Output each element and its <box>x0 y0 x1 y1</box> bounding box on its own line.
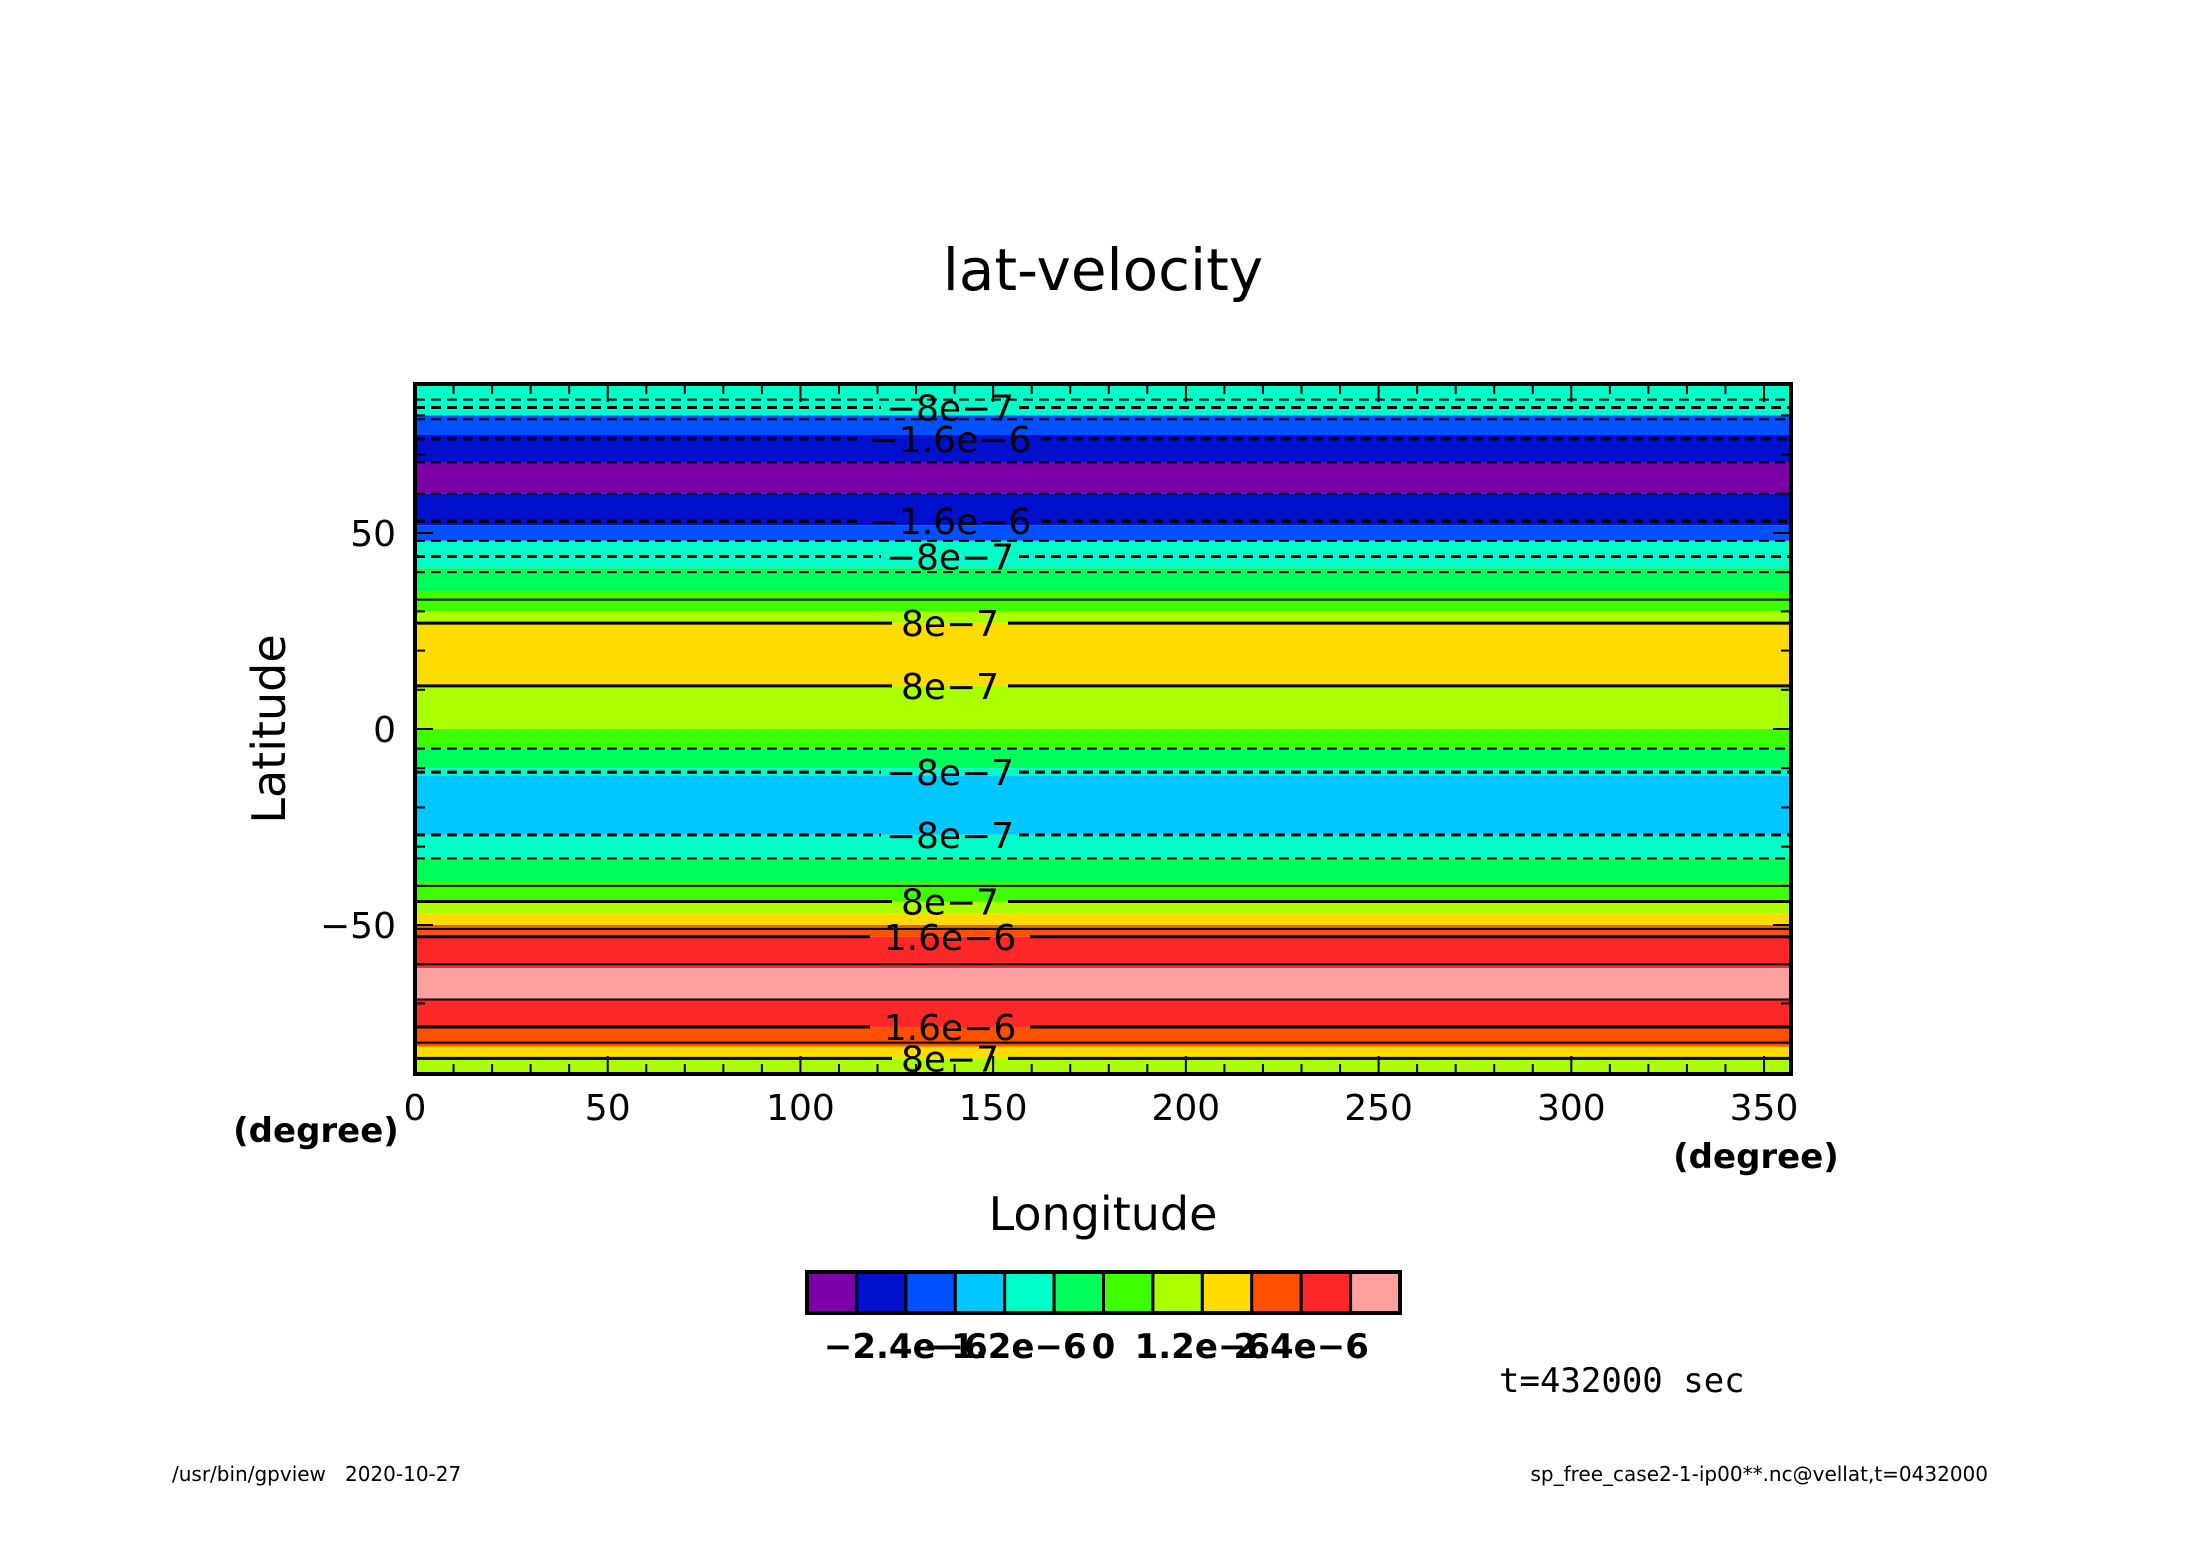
contour-label: −8e−7 <box>886 816 1014 857</box>
colorbar-swatch <box>953 1270 1007 1315</box>
color-band <box>415 901 1791 914</box>
colorbar-swatch <box>1003 1270 1056 1315</box>
colorbar-frame <box>805 1270 1402 1315</box>
contour-lines <box>415 398 1791 1060</box>
colorbar-swatch <box>1200 1270 1254 1315</box>
color-band <box>415 968 1791 1000</box>
color-band <box>415 568 1791 592</box>
colorbar-swatch <box>904 1270 957 1315</box>
colorbar-swatch <box>1052 1270 1106 1315</box>
x-tick-label: 350 <box>1730 1088 1799 1129</box>
color-band <box>415 1058 1791 1074</box>
footer-program-date: /usr/bin/gpview 2020-10-27 <box>172 1462 462 1486</box>
colorbar-swatch <box>1102 1270 1155 1315</box>
contour-label: −1.6e−6 <box>869 502 1032 543</box>
colorbar-swatch <box>1151 1270 1204 1315</box>
color-band <box>415 999 1791 1027</box>
color-band <box>415 591 1791 612</box>
x-axis-unit-left: (degree) <box>233 1111 399 1151</box>
color-band <box>415 462 1791 494</box>
x-tick-label: 50 <box>585 1088 631 1129</box>
footer-source-file: sp_free_case2-1-ip00**.nc@vellat,t=04320… <box>1530 1462 1988 1486</box>
color-band <box>415 1046 1791 1059</box>
contour-label: 8e−7 <box>901 667 999 708</box>
colorbar-swatch <box>805 1270 858 1315</box>
y-tick-label: 0 <box>373 710 396 751</box>
colorbar-tick-label: 1.2e−6 <box>1135 1327 1270 1367</box>
color-band <box>415 748 1791 769</box>
colorbar-tick-labels: −2.4e−6−1.2e−6 0 1.2e−62.4e−6 <box>824 1327 1369 1367</box>
colorbar-tick-label: 0 <box>1092 1327 1116 1367</box>
colorbar <box>805 1270 1402 1315</box>
color-band <box>415 936 1791 969</box>
color-band <box>415 913 1791 926</box>
x-tick-label: 300 <box>1537 1088 1606 1129</box>
y-axis-title: Latitude <box>242 634 296 823</box>
x-tick-label: 200 <box>1152 1088 1221 1129</box>
color-band <box>415 776 1791 835</box>
contour-label: 1.6e−6 <box>884 918 1016 959</box>
contour-label: −8e−7 <box>886 538 1014 579</box>
color-band <box>415 623 1791 686</box>
color-band <box>415 834 1791 859</box>
color-band <box>415 729 1791 749</box>
color-band <box>415 858 1791 882</box>
x-tick-label: 250 <box>1344 1088 1413 1129</box>
x-tick-label: 150 <box>959 1088 1028 1129</box>
contour-label: 8e−7 <box>901 883 999 924</box>
x-axis-title: Longitude <box>989 1187 1218 1241</box>
x-tick-label: 100 <box>766 1088 835 1129</box>
colorbar-swatch <box>1349 1270 1402 1315</box>
time-label: t=432000 sec <box>1499 1361 1745 1401</box>
x-axis-unit-right: (degree) <box>1673 1137 1839 1177</box>
y-tick-label: −50 <box>320 906 396 947</box>
contour-label: −1.6e−6 <box>869 420 1032 461</box>
contour-label: 8e−7 <box>901 604 999 645</box>
color-band <box>415 493 1791 526</box>
y-tick-label: 50 <box>350 514 396 555</box>
color-band <box>415 434 1791 463</box>
x-tick-label: 0 <box>404 1088 427 1129</box>
colorbar-swatch <box>1299 1270 1353 1315</box>
axis-tick-labels: 0 50 100 150 200 250 300 350 −50 0 50 <box>320 514 1798 1129</box>
contour-label: 1.6e−6 <box>884 1008 1016 1049</box>
chart-title: lat-velocity <box>943 236 1263 304</box>
color-band <box>415 540 1791 569</box>
colorbar-tick-label: −2.4e−6 <box>824 1327 988 1367</box>
axis-ticks <box>414 384 1791 1074</box>
colorbar-tick-label: 2.4e−6 <box>1233 1327 1368 1367</box>
color-band <box>415 525 1791 541</box>
contour-label: −8e−7 <box>886 753 1014 794</box>
color-band <box>415 685 1791 729</box>
colorbar-swatch <box>1250 1270 1303 1315</box>
colorbar-tick-label: −1.2e−6 <box>923 1327 1087 1367</box>
color-bands <box>415 384 1791 1074</box>
color-band <box>415 925 1791 937</box>
contour-labels: −8e−7−1.6e−6−1.6e−6−8e−78e−78e−7−8e−7−8e… <box>869 389 1032 1081</box>
colorbar-swatch <box>854 1270 908 1315</box>
color-band <box>415 611 1791 624</box>
